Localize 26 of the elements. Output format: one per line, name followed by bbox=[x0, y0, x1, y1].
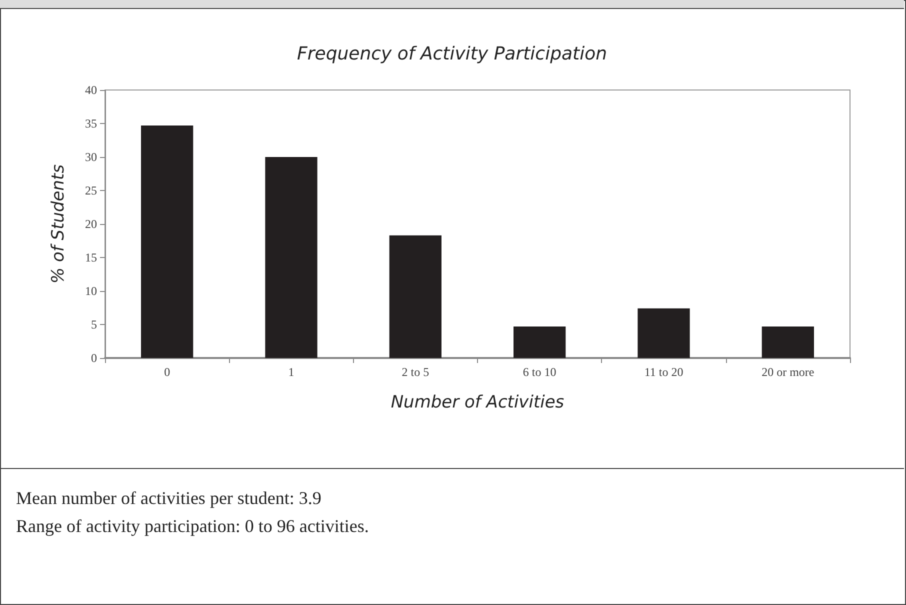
x-tick-label: 11 to 20 bbox=[644, 365, 684, 379]
bar bbox=[389, 235, 442, 358]
y-axis-title: % of Students bbox=[48, 164, 68, 284]
x-tick-label: 20 or more bbox=[762, 365, 814, 379]
x-tick-label: 1 bbox=[288, 365, 294, 379]
y-tick-label: 35 bbox=[85, 116, 97, 130]
y-tick-label: 15 bbox=[85, 250, 97, 264]
y-tick-label: 10 bbox=[85, 284, 97, 298]
x-axis-title: Number of Activities bbox=[390, 392, 564, 412]
chart-title: Frequency of Activity Participation bbox=[296, 44, 608, 64]
x-tick-label: 2 to 5 bbox=[402, 365, 430, 379]
y-tick-label: 40 bbox=[85, 83, 97, 97]
y-tick-label: 30 bbox=[85, 150, 97, 164]
y-tick-label: 0 bbox=[91, 351, 97, 365]
x-tick-label: 6 to 10 bbox=[522, 365, 556, 379]
bar bbox=[265, 157, 318, 358]
text: Mean number of activities per student: 3.9 bbox=[16, 487, 322, 510]
y-tick-label: 5 bbox=[91, 318, 97, 332]
text: Range of activity participation: 0 to 96 activities. bbox=[16, 515, 369, 538]
bar bbox=[514, 326, 566, 358]
y-tick-label: 20 bbox=[85, 217, 97, 231]
x-tick-label: 0 bbox=[164, 365, 170, 379]
bar bbox=[638, 308, 690, 358]
bar bbox=[762, 326, 814, 358]
y-tick-label: 25 bbox=[85, 184, 97, 198]
bar bbox=[141, 126, 194, 358]
